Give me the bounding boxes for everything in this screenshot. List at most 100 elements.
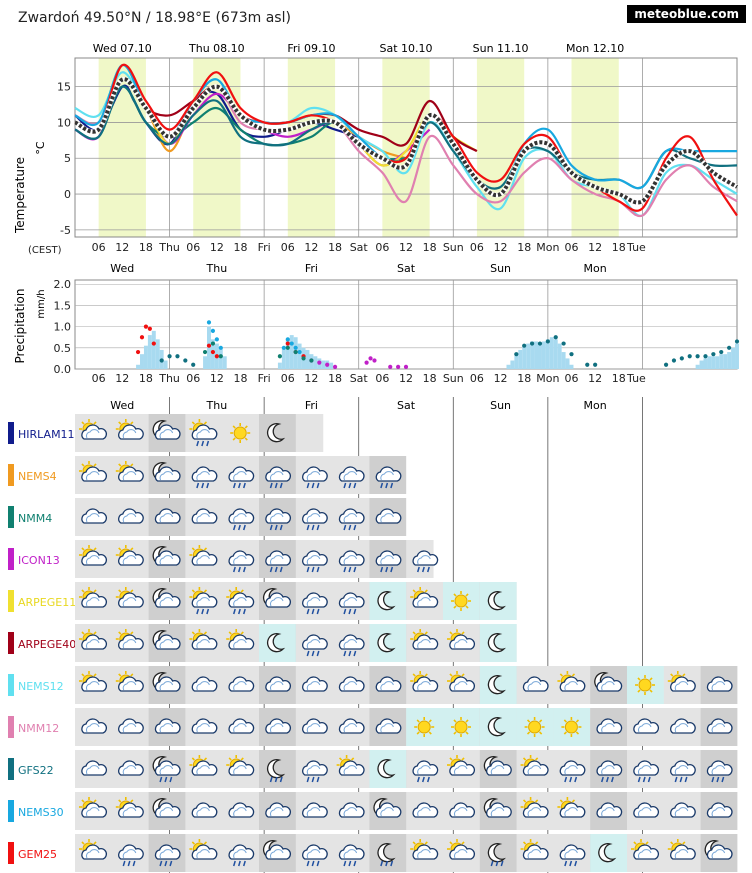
precip-day-label: Sun [490,262,511,275]
cloud-inner [306,807,321,817]
precip-point-gem25 [214,354,219,359]
cloud-inner [233,471,247,481]
model-color-bar [8,674,14,696]
cloud-shape [191,592,218,608]
cloud-shape [706,676,733,692]
cloud-inner [233,723,247,733]
cloud-inner [343,681,358,691]
precip-bar [727,352,732,369]
cloud-inner [527,849,542,859]
cloud-inner [85,471,100,481]
rain-drop [201,482,205,489]
cloud-inner [564,681,578,691]
cloud-shape [265,508,291,524]
rain-drop [385,566,389,573]
cloud-icon [191,802,218,818]
precip-point-nmm4 [277,354,283,359]
cloud-shape [81,466,107,482]
cloud-shape [302,676,328,692]
temp-axis-label: Temperature [13,157,27,234]
cloud-shape [265,592,291,608]
rain-drop [421,776,425,783]
sun-ray [526,731,531,735]
temp-unit-label: °C [34,141,47,155]
model-row-nems12: NEMS12 [8,666,738,704]
rain-drop [390,860,394,867]
cloud-shape [81,508,107,524]
cloud-shape [522,676,549,692]
model-label: NEMS4 [18,470,57,483]
sun-ray [118,421,122,425]
cloud-inner [711,681,726,691]
precip-point-gfs22 [529,341,535,346]
clear-cell [590,834,627,872]
cloud-shape [228,592,255,608]
precip-bar [222,356,227,369]
cloud-inner [637,849,652,859]
cloud-inner [159,555,174,565]
model-color-bar [8,422,14,444]
precip-point-gfs22 [175,354,180,359]
rain-drop [343,566,347,573]
cloud-inner [711,765,726,775]
rain-drop [564,776,568,783]
precip-point-gfs22 [545,339,550,344]
cloud-inner [85,681,100,691]
rain-drop [574,860,578,867]
clear-cell [479,666,517,704]
precip-point-gfs22 [734,339,740,344]
sun-disc [233,426,247,440]
cloud-rain-icon [302,592,328,615]
precip-bar [329,362,334,369]
cloud-inner [527,807,542,817]
rain-drop [316,608,320,615]
cloud-inner [233,639,247,649]
rain-drop [232,608,236,615]
precip-point-nems30 [281,345,286,350]
precip-point-gem25 [206,343,212,348]
precip-bar [545,339,550,369]
cloud-inner [196,849,210,859]
cloud-inner [269,807,284,817]
cloud-inner [453,807,468,817]
precip-point-gfs22 [593,362,598,367]
rain-drop [269,566,273,573]
precip-point-gfs22 [569,352,574,357]
model-row-hirlam11: HIRLAM11 [8,414,324,452]
rain-drop [711,776,715,783]
rain-drop [343,650,347,657]
temperature-frame [74,57,738,238]
temp-x-tick-label: 18 [423,241,437,254]
brand-logo[interactable]: meteoblue.com [627,5,746,23]
sun-ray [81,631,85,635]
cloud-shape [412,592,439,608]
rain-drop [416,566,420,573]
cloud-inner [122,429,137,439]
sun-ray [93,421,97,425]
cloud-rain-icon [338,508,365,531]
night-cell [369,834,407,872]
cloud-inner [196,597,210,607]
precip-bar [510,360,515,369]
sun-cloud-icon [115,797,144,818]
precip-tick-label: 0.0 [54,363,72,376]
cloud-inner [196,555,210,565]
sun-cloud-icon [520,797,549,818]
cloud-icon [670,802,696,818]
rain-drop [242,482,246,489]
precip-point-gfs22 [537,341,543,346]
cloud-rain-icon [228,508,255,531]
moon-cloud-icon [152,798,181,818]
sun-ray [461,757,465,761]
cloud-icon [228,802,255,818]
cloud-rain-icon [375,550,402,573]
cloud-inner [306,681,321,691]
precip-bar [203,356,208,369]
sun-ray [465,731,469,735]
cloud-shape [154,634,181,650]
rain-drop [311,608,315,615]
moon-cloud-icon [262,840,291,860]
precip-point-icon13 [372,358,377,363]
cloud-rain-icon [338,466,365,489]
